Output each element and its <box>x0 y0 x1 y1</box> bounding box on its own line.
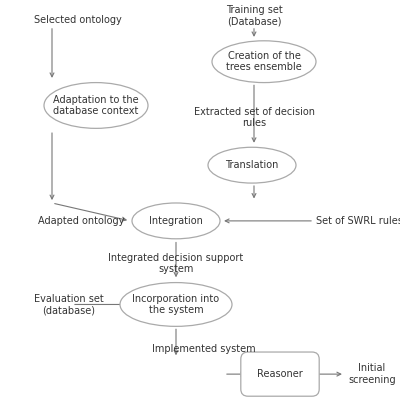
Text: Integration: Integration <box>149 216 203 226</box>
Ellipse shape <box>120 283 232 326</box>
FancyBboxPatch shape <box>241 352 319 396</box>
Text: Extracted set of decision
rules: Extracted set of decision rules <box>194 107 314 128</box>
Text: Selected ontology: Selected ontology <box>34 15 122 25</box>
Text: Adaptation to the
database context: Adaptation to the database context <box>53 95 139 116</box>
Text: Training set
(Database): Training set (Database) <box>226 5 282 27</box>
Text: Set of SWRL rules: Set of SWRL rules <box>316 216 400 226</box>
Text: Creation of the
trees ensemble: Creation of the trees ensemble <box>226 51 302 72</box>
Text: Evaluation set
(database): Evaluation set (database) <box>34 294 104 315</box>
Text: Adapted ontology: Adapted ontology <box>38 216 124 226</box>
Text: Initial
screening: Initial screening <box>348 363 396 385</box>
Text: Implemented system: Implemented system <box>152 344 256 354</box>
Text: Integrated decision support
system: Integrated decision support system <box>108 253 244 274</box>
Ellipse shape <box>208 147 296 183</box>
Ellipse shape <box>44 83 148 128</box>
Ellipse shape <box>132 203 220 239</box>
Text: Reasoner: Reasoner <box>257 369 303 379</box>
Ellipse shape <box>212 41 316 82</box>
Text: Incorporation into
the system: Incorporation into the system <box>132 294 220 315</box>
Text: Translation: Translation <box>225 160 279 170</box>
